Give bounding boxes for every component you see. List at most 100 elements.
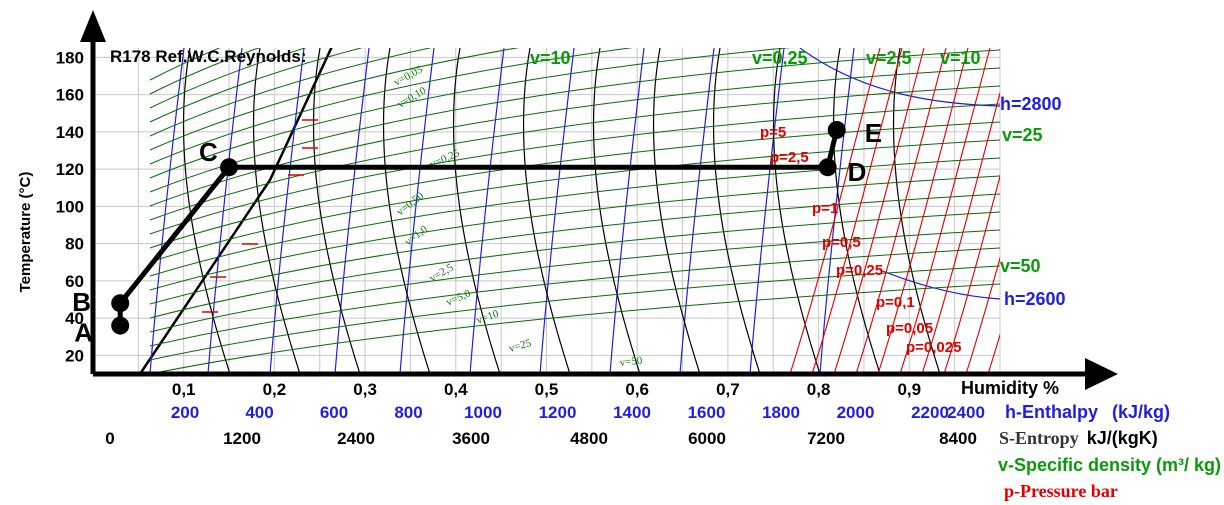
- entropy-tick-labels: 0 1200 2400 3600 4800 6000 7200 8400: [105, 429, 977, 448]
- cycle-path: AB C DE: [72, 118, 882, 348]
- y-tick-label: 60: [65, 272, 84, 291]
- volume-line: [149, 48, 519, 151]
- cycle-point-label: A: [74, 318, 93, 348]
- entropy-tick-label: 0: [105, 429, 114, 448]
- entropy-tick-label: 3600: [452, 429, 490, 448]
- enthalpy-tick-label: 1000: [464, 403, 502, 422]
- x-tick-label: 0,9: [897, 380, 921, 399]
- legend-enthalpy: h-Enthalpy (kJ/kg): [1005, 402, 1170, 422]
- cycle-point-label: E: [865, 118, 882, 148]
- pressure-label: p=0,025: [906, 339, 961, 356]
- entropy-line: [592, 48, 641, 374]
- volume-label: v=50: [619, 355, 643, 369]
- y-axis-arrow-icon: [80, 10, 106, 42]
- entropy-line: [712, 48, 761, 374]
- x-tick-label: 0,4: [444, 380, 468, 399]
- y-tick-label: 120: [56, 160, 84, 179]
- x-axis: [93, 358, 1118, 390]
- enthalpy-tick-label: 1400: [613, 403, 651, 422]
- top-label-v10-right: v=10: [940, 48, 981, 68]
- cycle-point: [111, 316, 130, 335]
- entropy-tick-label: 4800: [570, 429, 608, 448]
- pressure-line: [811, 48, 903, 374]
- volume-line: [149, 67, 1000, 207]
- volume-label: v=0,10: [396, 84, 429, 110]
- volume-label: v=25: [508, 337, 534, 355]
- pressure-line: [921, 91, 1000, 374]
- enthalpy-tick-label: 1600: [688, 403, 726, 422]
- volume-line: [149, 48, 792, 179]
- isolines: [138, 48, 1000, 374]
- label-v50: v=50: [1000, 256, 1041, 276]
- x-axis-label: Humidity %: [961, 378, 1059, 398]
- inner-volume-labels: v=0,05 v=0,10 v=0,25 v=0,50 v=1,0 v=2,5 …: [392, 63, 644, 369]
- x-axis-arrow-icon: [1085, 358, 1118, 390]
- x-tick-label: 0,2: [263, 380, 287, 399]
- enthalpy-line: [207, 48, 243, 374]
- pressure-line: [943, 174, 1000, 374]
- entropy-line: [452, 48, 501, 374]
- volume-line: [149, 157, 1000, 277]
- enthalpy-tick-label: 1200: [539, 403, 577, 422]
- pressure-label: p=0,05: [886, 320, 933, 337]
- volume-line: [149, 247, 1000, 347]
- enthalpy-tick-label: 1800: [762, 403, 800, 422]
- volume-line: [149, 48, 260, 95]
- volume-line: [149, 211, 1000, 319]
- pressure-line: [833, 48, 925, 374]
- pressure-label: p=0,1: [876, 294, 915, 311]
- chart-title: R178 Ref.W.C.Reynolds:: [110, 47, 307, 66]
- label-v25: v=25: [1002, 125, 1043, 145]
- enthalpy-line: [819, 48, 855, 374]
- enthalpy-line: [679, 48, 715, 374]
- entropy-line: [522, 48, 571, 374]
- volume-line: [149, 48, 363, 123]
- volume-line: [149, 283, 1000, 374]
- y-tick-label: 180: [56, 48, 84, 67]
- pressure-line: [855, 48, 947, 374]
- y-tick-label: 160: [56, 86, 84, 105]
- y-tick-label: 20: [65, 346, 84, 365]
- pressure-labels: p=5 p=2,5 p=1 p=0,5 p=0,25 p=0,1 p=0,05 …: [760, 124, 961, 356]
- pressure-line: [789, 48, 881, 374]
- enthalpy-tick-label: 2400: [947, 403, 985, 422]
- volume-line: [149, 85, 1000, 221]
- pressure-line: [899, 48, 991, 374]
- entropy-line: [252, 48, 301, 374]
- enthalpy-line: [539, 48, 575, 374]
- y-axis: [80, 10, 106, 374]
- cycle-point-label: C: [199, 137, 218, 167]
- enthalpy-tick-label: 600: [320, 403, 348, 422]
- pressure-label: p=1: [812, 200, 838, 217]
- enthalpy-tick-label: 800: [394, 403, 422, 422]
- pressure-line: [877, 48, 969, 374]
- enthalpy-tick-label: 400: [245, 403, 273, 422]
- entropy-line: [772, 48, 821, 374]
- y-tick-label: 40: [65, 309, 84, 328]
- volume-label: v=1,0: [402, 223, 430, 248]
- top-label-v10: v=10: [530, 48, 571, 68]
- volume-line: [149, 48, 633, 165]
- pressure-line: [987, 333, 1000, 374]
- y-tick-label: 100: [56, 197, 84, 216]
- entropy-tick-label: 6000: [688, 429, 726, 448]
- gridlines: [92, 48, 1001, 374]
- pressure-label: p=0,5: [822, 234, 861, 251]
- entropy-tick-label: 2400: [337, 429, 375, 448]
- pressure-label: p=2,5: [770, 149, 809, 166]
- enthalpy-line: [149, 48, 185, 374]
- legend-entropy: S-Entropy kJ/(kgK): [999, 428, 1158, 448]
- x-tick-labels: 0,1 0,2 0,3 0,4 0,5 0,6 0,7 0,8 0,9: [172, 380, 921, 399]
- volume-line: [149, 265, 1000, 361]
- volume-line: [149, 139, 1000, 263]
- pressure-label: p=0,25: [836, 262, 883, 279]
- cycle-point: [818, 158, 837, 177]
- entropy-line: [652, 48, 701, 374]
- pressure-line: [965, 256, 1000, 374]
- enthalpy-line: [334, 48, 370, 374]
- x-tick-label: 0,6: [625, 380, 649, 399]
- enthalpy-tick-label: 2000: [837, 403, 875, 422]
- entropy-tick-label: 7200: [807, 429, 845, 448]
- enthalpy-tick-labels: 200 400 600 800 1000 1200 1400 1600 1800 2000 2200…: [171, 403, 985, 422]
